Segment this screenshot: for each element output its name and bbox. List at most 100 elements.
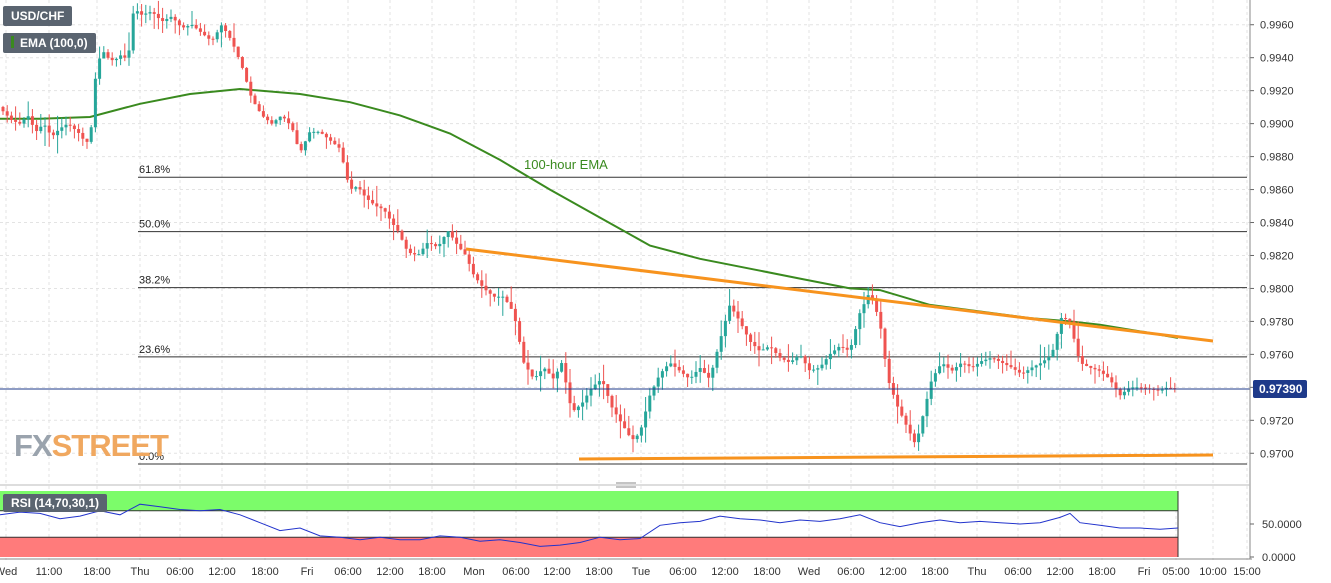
candle-body xyxy=(1,106,5,112)
candle-body xyxy=(1055,333,1059,350)
candle-body xyxy=(429,243,433,245)
candle-body xyxy=(1013,367,1017,370)
candle-body xyxy=(194,24,198,29)
candle-body xyxy=(1106,373,1110,378)
chart-grid xyxy=(0,0,1250,560)
candle-body xyxy=(173,16,177,21)
candle-body xyxy=(875,299,879,312)
candle-body xyxy=(417,254,421,256)
candle-body xyxy=(736,311,740,319)
candle-body xyxy=(610,395,614,408)
candle-body xyxy=(950,367,954,371)
candle-body xyxy=(732,305,736,312)
candle-body xyxy=(177,20,181,26)
logo-part-fx: FX xyxy=(14,428,53,463)
candle-body xyxy=(1135,387,1139,389)
candle-body xyxy=(387,211,391,219)
candle-body xyxy=(623,421,627,429)
candle-body xyxy=(312,131,316,133)
price-tick-label: 0.9820 xyxy=(1260,250,1294,262)
time-tick-label: 18:00 xyxy=(585,566,613,578)
candle-body xyxy=(1114,382,1118,390)
candle-body xyxy=(434,244,438,247)
candle-body xyxy=(240,57,244,68)
candle-body xyxy=(602,381,606,385)
candle-body xyxy=(702,368,706,373)
candle-body xyxy=(1131,387,1135,389)
candle-body xyxy=(1043,360,1047,364)
candle-body xyxy=(144,13,148,15)
price-tick-label: 0.9780 xyxy=(1260,316,1294,328)
candle-body xyxy=(358,187,362,190)
candle-body xyxy=(89,127,93,142)
candle-body xyxy=(18,121,22,124)
candle-body xyxy=(1051,349,1055,357)
candle-body xyxy=(165,18,169,22)
candle-body xyxy=(463,249,467,255)
candle-body xyxy=(803,356,807,364)
current-price-tag xyxy=(1253,379,1307,398)
time-tick-label: Tue xyxy=(632,566,651,578)
candle-body xyxy=(518,321,522,342)
candle-body xyxy=(665,366,669,372)
candle-body xyxy=(505,296,509,302)
candle-body xyxy=(686,373,690,378)
candle-body xyxy=(337,144,341,148)
candle-body xyxy=(707,372,711,378)
price-tick-label: 0.9760 xyxy=(1260,349,1294,361)
candle-body xyxy=(660,371,664,378)
candle-body xyxy=(568,382,572,404)
candle-body xyxy=(740,318,744,327)
candle-body xyxy=(35,124,39,132)
candle-body xyxy=(547,368,551,374)
candle-body xyxy=(295,130,299,145)
candle-body xyxy=(925,398,929,417)
candle-body xyxy=(1097,369,1101,371)
candle-body xyxy=(774,348,778,354)
candle-body xyxy=(1093,367,1097,370)
candle-body xyxy=(681,370,685,374)
candle-body xyxy=(219,25,223,33)
candle-body xyxy=(996,358,1000,361)
price-axis: 0.9960 0.9940 0.9920 0.9900 0.9880 0.9860 0.98… xyxy=(1249,0,1307,559)
candle-body xyxy=(677,366,681,371)
time-tick-label: Thu xyxy=(968,566,987,578)
candle-body xyxy=(648,395,652,412)
candle-body xyxy=(228,30,232,38)
time-tick-label: 05:00 xyxy=(1162,566,1190,578)
rsi-oversold-zone xyxy=(0,537,1178,557)
candle-body xyxy=(291,123,295,131)
candle-body xyxy=(959,363,963,368)
candle-body xyxy=(1030,367,1034,371)
candle-body xyxy=(442,237,446,244)
candle-body xyxy=(236,46,240,58)
candle-body xyxy=(299,144,303,151)
candle-body xyxy=(211,38,215,40)
candle-body xyxy=(131,13,135,51)
candle-body xyxy=(316,131,320,133)
candle-body xyxy=(1085,363,1089,366)
candle-body xyxy=(543,368,547,372)
candle-body xyxy=(488,290,492,294)
time-tick-label: Mon xyxy=(463,566,484,578)
candle-body xyxy=(245,67,249,82)
candle-body xyxy=(43,125,47,127)
candle-body xyxy=(753,341,757,347)
candle-body xyxy=(786,359,790,362)
candle-body xyxy=(366,195,370,200)
candle-body xyxy=(400,230,404,240)
rsi-legend-label: RSI (14,70,30,1) xyxy=(3,494,108,512)
candle-body xyxy=(60,127,64,131)
time-tick-label: 18:00 xyxy=(753,566,781,578)
time-tick-label: 18:00 xyxy=(418,566,446,578)
candle-body xyxy=(476,274,480,281)
candle-body xyxy=(471,263,475,275)
candle-body xyxy=(1059,317,1063,334)
candle-body xyxy=(371,199,375,204)
candle-body xyxy=(308,132,312,142)
current-price-label: 0.97390 xyxy=(1259,382,1303,396)
ema-label: 100-hour EMA xyxy=(524,157,608,172)
time-tick-label: 12:00 xyxy=(208,566,236,578)
candle-body xyxy=(631,435,635,440)
